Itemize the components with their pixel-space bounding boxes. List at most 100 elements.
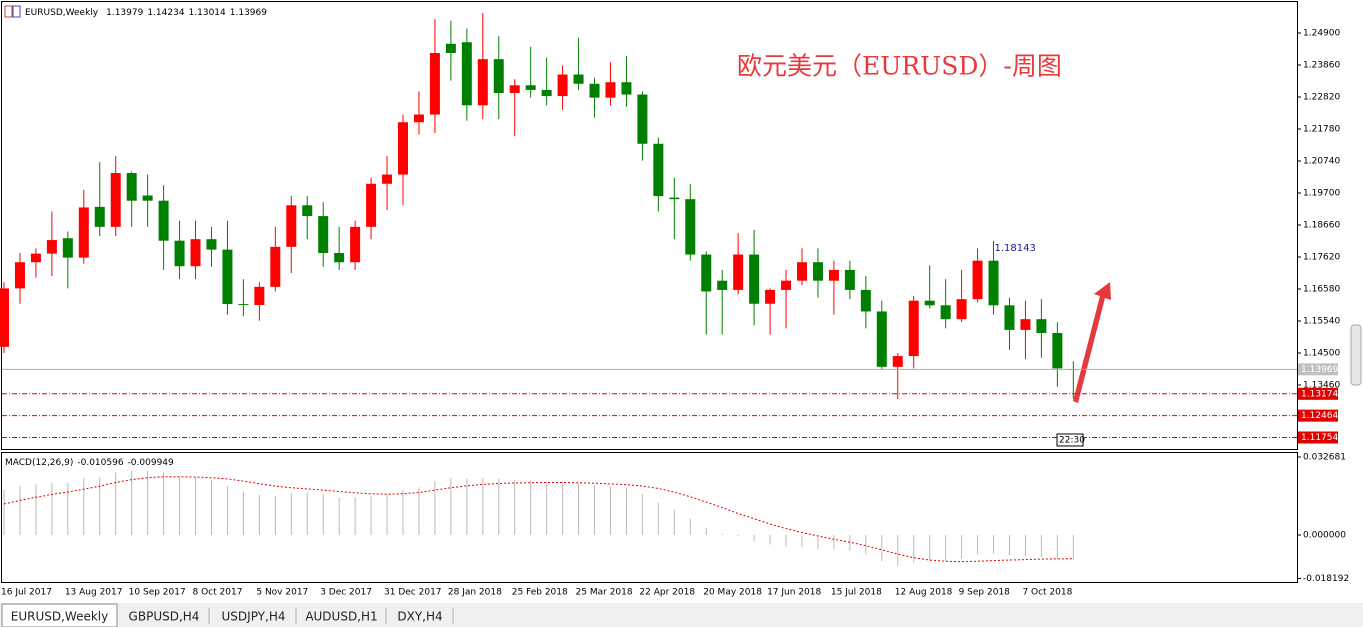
candle-body xyxy=(685,199,696,255)
macd-panel xyxy=(1,452,1298,583)
signal-value: -0.009949 xyxy=(128,458,174,468)
high-value: 1.14234 xyxy=(147,8,184,18)
candle-body xyxy=(429,53,440,115)
signal-line xyxy=(3,476,1074,563)
y-tick-label: 1.21780 xyxy=(1303,125,1340,135)
candle-body xyxy=(142,195,153,201)
x-tick-label: 22 Apr 2018 xyxy=(639,588,695,598)
tab[interactable]: DXY,H4 xyxy=(388,607,454,626)
level-label: 1.11754 xyxy=(1301,433,1338,443)
tab-label[interactable]: AUDUSD,H1 xyxy=(305,610,377,624)
macd-value: -0.010596 xyxy=(77,458,123,468)
tab-box[interactable] xyxy=(120,607,208,626)
symbol-icon xyxy=(4,5,21,18)
candle-body xyxy=(812,262,823,281)
y-tick-label: 1.14500 xyxy=(1303,349,1340,359)
tab[interactable]: EURUSD,Weekly xyxy=(1,603,118,627)
candle-body xyxy=(637,94,648,144)
candle-body xyxy=(972,260,983,300)
candle-body xyxy=(1020,319,1031,330)
time-tag xyxy=(1056,433,1084,447)
x-tick-label: 20 May 2018 xyxy=(703,588,762,598)
candle-body xyxy=(302,205,313,217)
tab[interactable]: USDJPY,H4 xyxy=(212,607,297,626)
candle-body xyxy=(206,239,217,250)
candle-body xyxy=(334,253,345,263)
icon-part xyxy=(12,5,21,18)
candle-body xyxy=(781,280,792,290)
candle-body xyxy=(46,240,57,254)
time-label: 22:30 xyxy=(1059,436,1085,446)
header: EURUSD,Weekly 1.13979 1.14234 1.13014 1.1396… xyxy=(25,8,267,18)
candle-body xyxy=(270,246,281,287)
tab[interactable]: GBPUSD,H4 xyxy=(120,607,210,626)
candle-body xyxy=(254,286,265,305)
candle-body xyxy=(765,289,776,304)
open-value: 1.13979 xyxy=(106,8,143,18)
y-tick-label: 1.23860 xyxy=(1303,61,1340,71)
y-tick-label: 1.15540 xyxy=(1303,317,1340,327)
y-tick-label: 1.13460 xyxy=(1303,381,1340,391)
candle-body xyxy=(828,269,839,281)
x-tick-label: 15 Jul 2018 xyxy=(831,588,882,598)
scroll-handle[interactable] xyxy=(1350,324,1362,386)
candle-body xyxy=(860,289,871,312)
candle-body xyxy=(557,74,568,97)
candle-body xyxy=(461,42,472,106)
level-tag xyxy=(1298,431,1338,444)
x-tick-label: 25 Feb 2018 xyxy=(512,588,568,598)
y-tick-label: 0.032681 xyxy=(1303,453,1346,463)
tab[interactable]: AUDUSD,H1 xyxy=(298,607,387,626)
y-tick-label: 1.16580 xyxy=(1303,285,1340,295)
y-tick-label: 1.19700 xyxy=(1303,189,1340,199)
candle-body xyxy=(892,356,903,367)
candle-body xyxy=(589,83,600,98)
candle-body xyxy=(493,59,504,93)
tab-label[interactable]: USDJPY,H4 xyxy=(222,610,286,624)
candle-body xyxy=(988,260,999,306)
tab-box[interactable] xyxy=(388,607,452,626)
annotation: 欧元美元（EURUSD）-周图 xyxy=(737,52,1062,81)
candle-body xyxy=(190,239,201,267)
candle-body xyxy=(158,200,169,241)
y-tick-label: 1.20740 xyxy=(1303,157,1340,167)
candle-body xyxy=(62,238,73,258)
level-tag xyxy=(1298,409,1338,422)
tab-box[interactable] xyxy=(212,607,295,626)
y-tick-label: 1.17620 xyxy=(1303,253,1340,263)
candle-body xyxy=(94,206,105,227)
high-label: 1.18143 xyxy=(995,243,1036,254)
candle-body xyxy=(30,253,41,263)
tab-label[interactable]: GBPUSD,H4 xyxy=(129,610,200,624)
candle-body xyxy=(413,114,424,123)
tab-label[interactable]: DXY,H4 xyxy=(397,610,442,624)
candle-body xyxy=(286,205,297,247)
tab-label[interactable]: EURUSD,Weekly xyxy=(11,610,108,624)
candles xyxy=(0,13,1079,400)
candle-body xyxy=(78,207,89,258)
macd-header: MACD(12,26,9) -0.010596 -0.009949 xyxy=(5,458,174,468)
candle-body xyxy=(876,311,887,367)
x-tick-label: 7 Oct 2018 xyxy=(1022,588,1072,598)
low-value: 1.13014 xyxy=(189,8,226,18)
tab-box[interactable] xyxy=(1,603,118,627)
candle-body xyxy=(1036,319,1047,333)
tab-box[interactable] xyxy=(298,607,385,626)
candle-body xyxy=(621,82,632,95)
candle-body xyxy=(350,226,361,263)
candle-body xyxy=(14,262,25,289)
y-tick-label: -0.018192 xyxy=(1303,574,1349,584)
candle-body xyxy=(525,85,536,90)
x-tick-label: 8 Oct 2017 xyxy=(193,588,243,598)
candle-body xyxy=(382,174,393,184)
candle-body xyxy=(653,143,664,197)
x-tick-label: 3 Dec 2017 xyxy=(320,588,372,598)
candle-body xyxy=(844,269,855,290)
candle-body xyxy=(1004,305,1015,330)
candle-body xyxy=(701,254,712,292)
macd-title: MACD(12,26,9) xyxy=(5,458,73,468)
level-tag xyxy=(1298,387,1338,400)
candle-body xyxy=(222,249,233,305)
candle-body xyxy=(908,300,919,357)
candle-body xyxy=(0,288,9,347)
